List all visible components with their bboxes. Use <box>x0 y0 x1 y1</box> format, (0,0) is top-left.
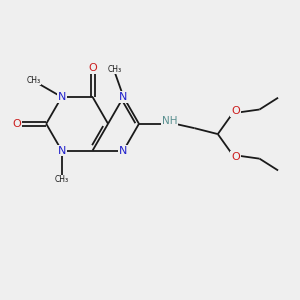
Text: N: N <box>119 92 128 102</box>
Text: O: O <box>231 152 240 162</box>
Text: CH₃: CH₃ <box>26 76 40 85</box>
Text: N: N <box>58 146 66 155</box>
Text: NH: NH <box>162 116 178 126</box>
Text: O: O <box>88 63 97 73</box>
Text: N: N <box>119 146 128 155</box>
Text: O: O <box>13 119 21 129</box>
Text: CH₃: CH₃ <box>55 175 69 184</box>
Text: N: N <box>58 92 66 102</box>
Text: O: O <box>231 106 240 116</box>
Text: CH₃: CH₃ <box>107 65 121 74</box>
